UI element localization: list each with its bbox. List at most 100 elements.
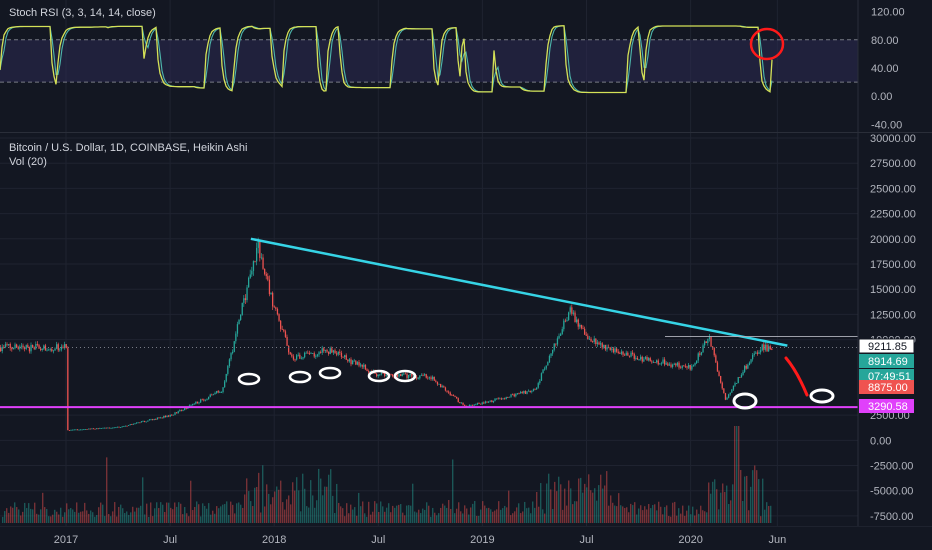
- price-candle: [617, 351, 619, 354]
- price-candle: [550, 353, 552, 356]
- price-candle: [489, 400, 491, 402]
- price-candle: [236, 324, 239, 334]
- price-candle: [435, 380, 437, 382]
- volume-bar: [64, 512, 66, 523]
- price-candle: [603, 344, 605, 348]
- price-candle: [59, 349, 61, 351]
- volume-bar: [382, 506, 384, 523]
- price-panel[interactable]: 30000.00 27500.00 25000.00 22500.00 20000.00…: [0, 133, 932, 526]
- price-candle: [769, 346, 771, 349]
- price-candle: [342, 356, 344, 358]
- volume-bar: [596, 500, 598, 523]
- price-candle: [320, 352, 322, 354]
- price-candle: [281, 328, 283, 330]
- volume-bar: [348, 513, 350, 523]
- volume-bar: [96, 514, 98, 523]
- price-candle: [433, 376, 435, 381]
- volume-bar: [54, 509, 56, 523]
- price-candle: [713, 348, 715, 356]
- projection-arrow-annotation: [784, 356, 809, 397]
- price-candle: [771, 348, 773, 350]
- price-candle: [65, 344, 67, 349]
- price-candle: [115, 427, 117, 429]
- rsi-circle-annotation: [749, 27, 785, 61]
- volume-bar: [110, 516, 112, 523]
- volume-bar: [94, 516, 96, 523]
- volume-bar: [34, 502, 36, 523]
- volume-bar: [198, 504, 200, 523]
- volume-bar: [406, 505, 408, 523]
- volume-bar: [190, 480, 192, 523]
- volume-bar: [160, 502, 162, 523]
- price-candle: [243, 298, 245, 303]
- price-candle: [640, 356, 642, 360]
- volume-bar: [62, 516, 64, 523]
- price-candle: [427, 377, 429, 379]
- price-candle: [505, 397, 507, 399]
- price-candle: [528, 390, 530, 392]
- price-candle: [500, 398, 503, 400]
- volume-bar: [236, 503, 238, 523]
- price-candle: [67, 348, 69, 431]
- volume-bar: [258, 472, 260, 523]
- price-candle: [120, 427, 122, 429]
- stoch-rsi-title[interactable]: Stoch RSI (3, 3, 14, 14, close): [9, 7, 156, 19]
- volume-bar: [314, 507, 316, 523]
- volume-label[interactable]: Vol (20): [9, 156, 47, 168]
- volume-bar: [482, 501, 484, 523]
- price-candle: [51, 349, 53, 352]
- price-candle: [232, 351, 234, 354]
- stoch-rsi-panel[interactable]: 120.00 80.00 40.00 0.00 -40.00: [0, 0, 932, 132]
- volume-bar: [604, 485, 606, 523]
- price-candle: [422, 375, 424, 376]
- price-candle: [78, 429, 80, 431]
- price-candle: [40, 348, 42, 351]
- volume-bar: [144, 514, 146, 523]
- price-candle: [294, 359, 296, 361]
- volume-bar: [10, 506, 12, 523]
- price-candle: [321, 348, 323, 353]
- panel-separator[interactable]: [0, 132, 932, 133]
- volume-bar: [326, 486, 328, 523]
- volume-bar: [100, 502, 102, 523]
- price-candle: [409, 373, 411, 376]
- volume-bar: [718, 509, 720, 523]
- volume-bar: [380, 501, 382, 523]
- price-candle: [6, 344, 8, 345]
- symbol-title[interactable]: Bitcoin / U.S. Dollar, 1D, COINBASE, Hei…: [9, 142, 248, 154]
- price-candle: [283, 329, 285, 332]
- volume-bar: [338, 502, 340, 523]
- volume-bar: [172, 509, 174, 523]
- price-axis-label: 0.00: [870, 435, 891, 447]
- price-candle: [177, 411, 179, 414]
- price-candle: [724, 393, 727, 400]
- volume-bar: [92, 512, 94, 523]
- rsi-axis-label: 80.00: [871, 35, 899, 47]
- price-candle: [665, 363, 667, 365]
- price-candle: [259, 241, 261, 258]
- price-candle: [590, 338, 592, 342]
- price-candle: [299, 354, 301, 359]
- time-axis[interactable]: 2017 Jul 2018 Jul 2019 Jul 2020 Jun: [0, 526, 932, 550]
- price-candle: [360, 364, 362, 366]
- volume-bar: [554, 481, 556, 523]
- volume-bar: [740, 470, 742, 523]
- price-candle: [654, 362, 656, 364]
- price-candle: [464, 404, 466, 406]
- price-candle: [81, 429, 83, 431]
- volume-bar: [466, 508, 468, 523]
- volume-bar: [598, 485, 600, 523]
- price-candle: [425, 374, 427, 378]
- price-candle: [688, 365, 690, 368]
- price-candle: [315, 355, 317, 357]
- volume-bar: [414, 511, 416, 523]
- price-candle: [144, 421, 146, 422]
- volume-bar: [378, 511, 380, 523]
- volume-bar: [422, 508, 424, 523]
- volume-bar: [642, 510, 644, 523]
- volume-bar: [262, 465, 264, 523]
- price-candle: [513, 394, 515, 397]
- price-candle: [579, 324, 581, 327]
- price-candle: [179, 410, 181, 412]
- volume-bar: [336, 483, 338, 523]
